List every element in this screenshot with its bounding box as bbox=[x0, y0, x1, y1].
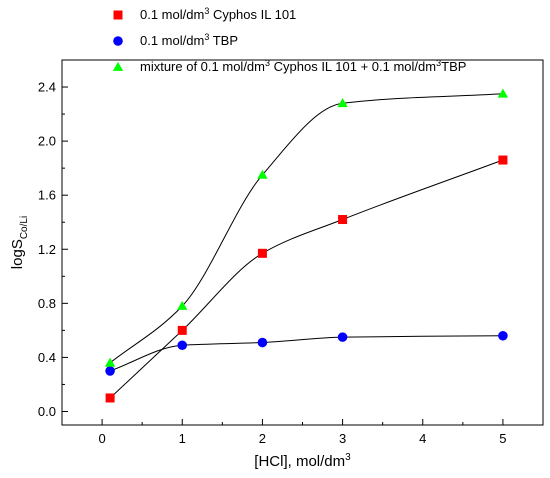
legend-text-part: 0.1 mol/dm bbox=[140, 7, 204, 22]
legend-sup: 3 bbox=[204, 32, 209, 42]
data-point-series-0-0 bbox=[105, 393, 115, 403]
data-point-series-2-2 bbox=[257, 169, 268, 179]
legend-marker-1 bbox=[113, 36, 123, 46]
x-tick-label-4: 4 bbox=[419, 431, 426, 446]
data-point-series-1-1 bbox=[177, 340, 188, 351]
legend-text-part: TBP bbox=[441, 59, 466, 74]
legend-entry-0: 0.1 mol/dm3 Cyphos IL 101 bbox=[140, 6, 296, 22]
y-tick-label-2: 2.0 bbox=[38, 134, 56, 149]
legend-entry-1: 0.1 mol/dm3 TBP bbox=[140, 32, 238, 48]
data-point-series-1-0 bbox=[105, 366, 115, 376]
data-point-series-2-0 bbox=[104, 357, 116, 367]
x-tick-label-2: 2 bbox=[259, 431, 266, 446]
legend-text-part: Cyphos IL 101 bbox=[209, 7, 296, 22]
data-point-series-0-4 bbox=[498, 155, 508, 165]
fit-curve-series-2 bbox=[109, 93, 503, 364]
data-point-series-1-2 bbox=[257, 337, 268, 348]
fit-curve-series-0 bbox=[109, 159, 504, 399]
x-tick-label-5: 5 bbox=[499, 431, 506, 446]
legend-entry-2: mixture of 0.1 mol/dm3 Cyphos IL 101 + 0… bbox=[140, 58, 466, 74]
x-tick-label-3: 3 bbox=[339, 431, 346, 446]
data-point-series-0-3 bbox=[338, 215, 348, 225]
data-point-series-1-3 bbox=[337, 332, 348, 342]
data-point-series-1-4 bbox=[498, 330, 508, 341]
fit-curves bbox=[109, 93, 504, 399]
x-axis-title-sup: 3 bbox=[345, 452, 351, 463]
y-tick-label-1.2: 1.2 bbox=[38, 242, 56, 257]
data-point-series-2-3 bbox=[337, 98, 348, 108]
y-tick-label-1.6: 1.6 bbox=[38, 188, 56, 203]
legend-marker-0 bbox=[113, 10, 123, 20]
fit-curve-series-1 bbox=[109, 335, 503, 372]
y-tick-label-0.8: 0.8 bbox=[38, 296, 56, 311]
x-axis: 0 1 2 3 4 5 bbox=[61, 419, 544, 446]
legend-marker-2 bbox=[112, 61, 124, 71]
legend-sup: 3 bbox=[265, 58, 270, 68]
legend-text-part: mixture of 0.1 mol/dm bbox=[140, 59, 265, 74]
x-axis-title: [HCl], mol/dm3 bbox=[254, 452, 351, 470]
x-tick-label-1: 1 bbox=[179, 431, 186, 446]
data-point-series-0-1 bbox=[177, 325, 187, 335]
legend-text-part: 0.1 mol/dm bbox=[140, 33, 204, 48]
y-axis: 0.0 0.4 0.8 1.2 1.6 2.0 2.4 bbox=[38, 59, 68, 419]
y-axis-title-sub: Co/Li bbox=[19, 216, 30, 239]
y-tick-label-0.4: 0.4 bbox=[38, 350, 56, 365]
data-point-series-2-4 bbox=[497, 88, 509, 98]
y-axis-title: logSCo/Li bbox=[9, 216, 30, 269]
data-point-series-2-1 bbox=[177, 300, 188, 310]
y-tick-label-0: 0.0 bbox=[38, 404, 56, 419]
plot-frame bbox=[61, 59, 544, 426]
legend-sup: 3 bbox=[204, 6, 209, 16]
y-tick-label-2.4: 2.4 bbox=[38, 80, 56, 95]
legend-text-part: TBP bbox=[209, 33, 238, 48]
x-tick-label-0: 0 bbox=[98, 431, 105, 446]
data-point-series-0-2 bbox=[257, 248, 267, 258]
legend-sup: 3 bbox=[436, 58, 441, 68]
legend-text-part: Cyphos IL 101 + 0.1 mol/dm bbox=[270, 59, 436, 74]
data-points bbox=[104, 88, 509, 403]
